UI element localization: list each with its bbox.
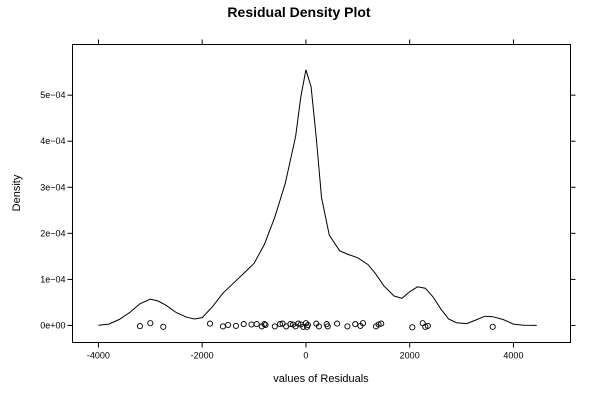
residual-point: [287, 321, 294, 328]
x-tick-label: -4000: [87, 351, 110, 361]
residual-point: [240, 321, 247, 328]
residual-point: [147, 320, 154, 327]
y-axis-label: Density: [11, 174, 23, 211]
y-tick-label: 1e−04: [40, 274, 65, 284]
series-layer: [98, 69, 537, 326]
y-tick-label: 0e+00: [40, 320, 65, 330]
residual-point: [344, 323, 351, 330]
x-tick-label: 2000: [400, 351, 420, 361]
x-tick-label: 4000: [503, 351, 523, 361]
residual-point: [304, 321, 312, 329]
residual-point: [261, 321, 268, 328]
residual-point: [232, 322, 239, 329]
y-tick-label: 5e−04: [40, 90, 65, 100]
plot-frame: [72, 44, 571, 343]
residual-point: [276, 321, 284, 328]
residual-point: [359, 320, 367, 327]
x-axis-label: values of Residuals: [273, 373, 369, 385]
x-axis: -4000 -2000 0 2000 4000: [87, 39, 523, 361]
residual-point: [271, 323, 278, 330]
residual-point: [334, 320, 341, 327]
x-tick-label: 0: [303, 351, 308, 361]
y-tick-label: 3e−04: [40, 182, 65, 192]
residual-point: [206, 320, 214, 327]
residual-point: [409, 324, 416, 331]
residual-point: [253, 321, 260, 328]
residual-point: [378, 320, 385, 327]
y-axis: 0e+00 1e−04 2e−04 3e−04 4e−04 5e−04: [40, 90, 576, 330]
residual-point: [489, 323, 496, 330]
residual-point: [419, 320, 426, 327]
residual-point: [352, 321, 359, 328]
residual-point: [295, 320, 302, 327]
residual-point: [136, 323, 143, 330]
residual-point: [225, 321, 232, 329]
residual-point: [248, 321, 255, 328]
residual-point: [424, 322, 431, 329]
y-tick-label: 4e−04: [40, 136, 65, 146]
y-tick-label: 2e−04: [40, 228, 65, 238]
chart-title: Residual Density Plot: [227, 4, 370, 20]
residual-point: [315, 323, 322, 330]
residual-point: [324, 323, 331, 330]
residual-points: [136, 320, 496, 331]
residual-point: [219, 323, 226, 330]
x-tick-label: -2000: [191, 351, 214, 361]
residual-point: [160, 323, 167, 330]
density-curve-line: [98, 69, 537, 326]
residual-point: [262, 321, 269, 329]
residual-point: [375, 321, 382, 328]
